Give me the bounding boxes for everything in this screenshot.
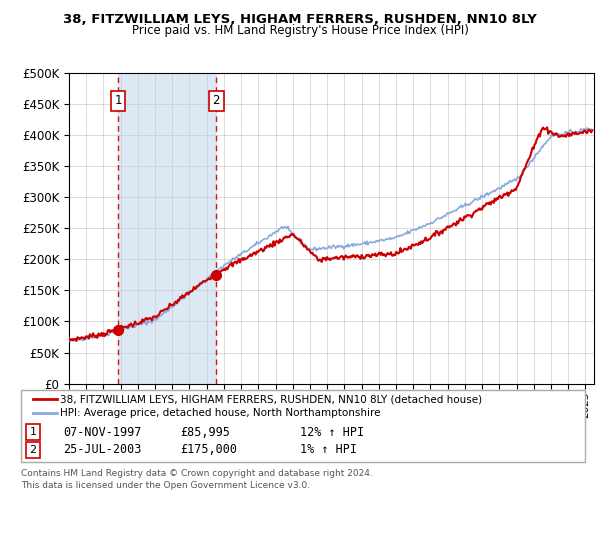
Text: 2: 2 — [212, 94, 220, 108]
Text: £175,000: £175,000 — [180, 443, 237, 456]
Text: 2: 2 — [29, 445, 37, 455]
Text: Contains HM Land Registry data © Crown copyright and database right 2024.
This d: Contains HM Land Registry data © Crown c… — [21, 469, 373, 489]
Text: 1: 1 — [29, 427, 37, 437]
Text: 1: 1 — [115, 94, 122, 108]
Bar — [118, 73, 217, 384]
Text: Price paid vs. HM Land Registry's House Price Index (HPI): Price paid vs. HM Land Registry's House … — [131, 24, 469, 37]
Text: 1% ↑ HPI: 1% ↑ HPI — [300, 443, 357, 456]
Text: 12% ↑ HPI: 12% ↑ HPI — [300, 426, 364, 439]
Text: 38, FITZWILLIAM LEYS, HIGHAM FERRERS, RUSHDEN, NN10 8LY: 38, FITZWILLIAM LEYS, HIGHAM FERRERS, RU… — [63, 13, 537, 26]
Text: 07-NOV-1997: 07-NOV-1997 — [63, 426, 142, 439]
Text: 25-JUL-2003: 25-JUL-2003 — [63, 443, 142, 456]
Text: £85,995: £85,995 — [180, 426, 230, 439]
Text: HPI: Average price, detached house, North Northamptonshire: HPI: Average price, detached house, Nort… — [60, 408, 380, 418]
Text: 38, FITZWILLIAM LEYS, HIGHAM FERRERS, RUSHDEN, NN10 8LY (detached house): 38, FITZWILLIAM LEYS, HIGHAM FERRERS, RU… — [60, 394, 482, 404]
